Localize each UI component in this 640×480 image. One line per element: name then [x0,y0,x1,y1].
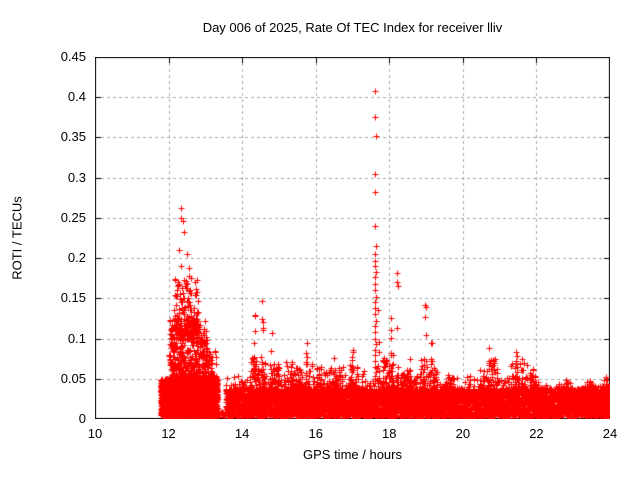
y-tick-label: 0.05 [60,370,86,386]
y-tick-label: 0.15 [60,290,86,306]
y-tick-label: 0.1 [67,330,86,346]
y-tick-label: 0.45 [60,49,86,64]
y-tick-label: 0.4 [67,89,86,105]
scatter-plot-area [95,57,610,419]
x-tick-label: 16 [308,426,323,441]
x-tick-label: 22 [529,426,544,441]
y-tick-label: 0 [78,411,86,426]
y-axis-label: ROTI / TECUs [9,196,25,280]
y-tick-label: 0.2 [67,250,86,266]
y-tick-label: 0.25 [60,209,86,225]
y-tick-label: 0.35 [60,129,86,145]
x-axis-label: GPS time / hours [303,447,402,462]
x-tick-label: 10 [87,426,103,441]
x-tick-label: 14 [234,426,250,441]
x-tick-label: 18 [382,426,397,441]
x-tick-label: 24 [602,426,618,441]
y-tick-label: 0.3 [67,169,86,185]
x-tick-label: 20 [455,426,471,441]
chart-title: Day 006 of 2025, Rate Of TEC Index for r… [202,20,503,35]
x-tick-label: 12 [161,426,176,441]
